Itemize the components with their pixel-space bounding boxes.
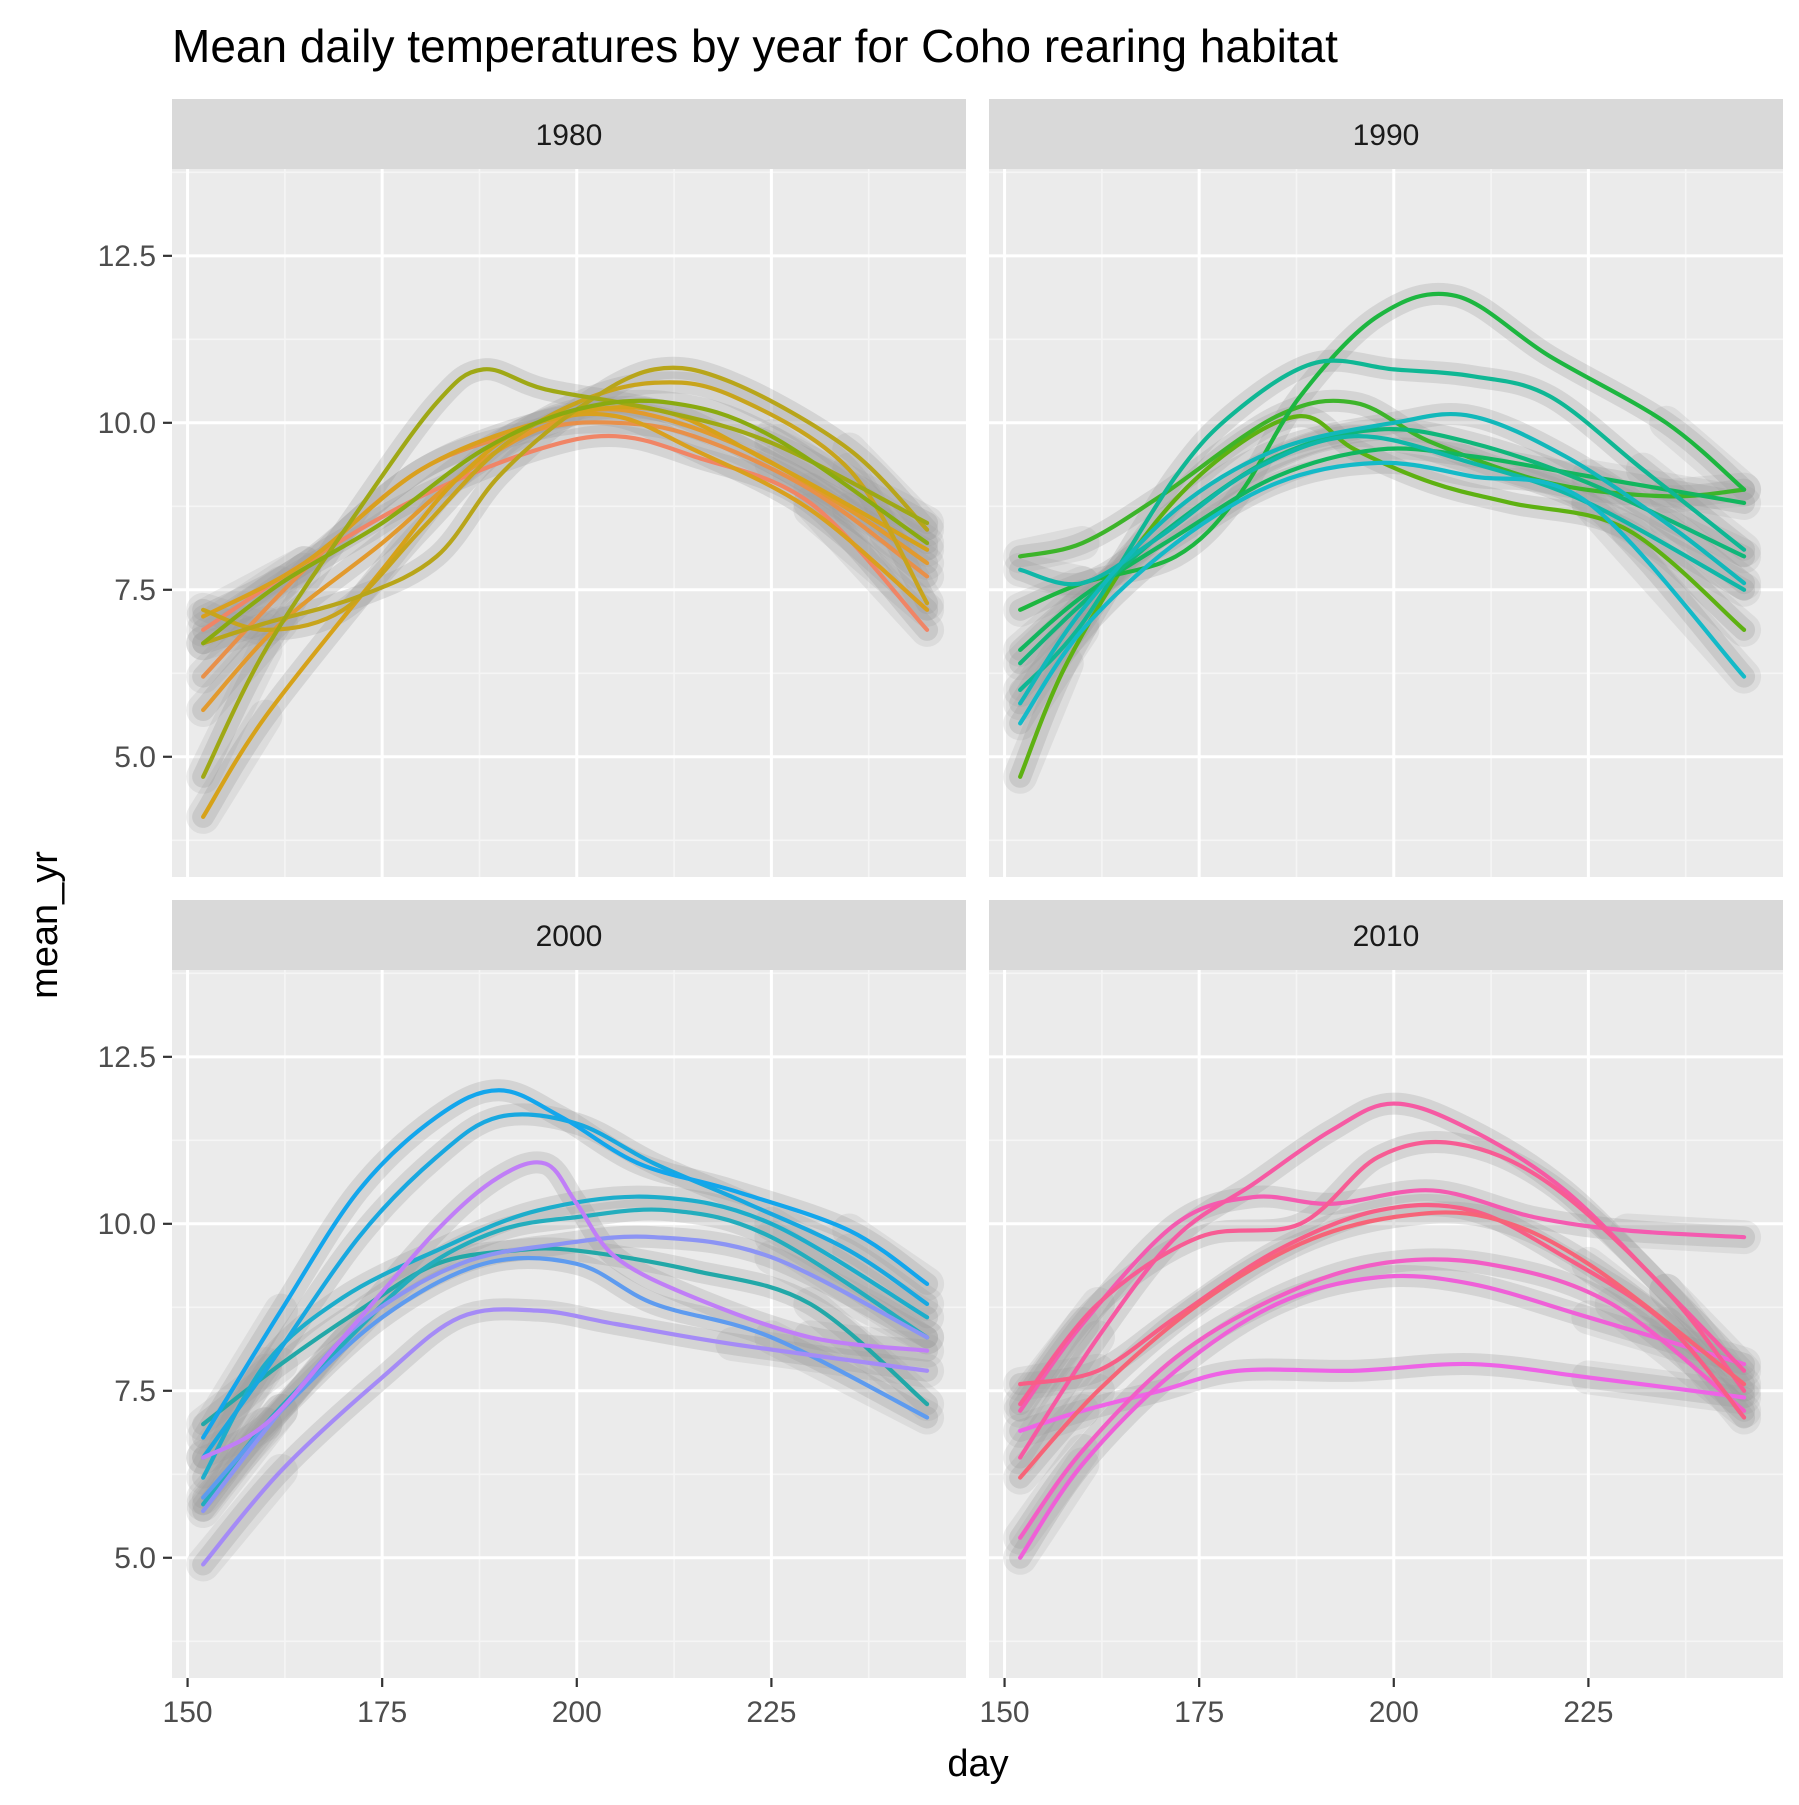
series-line-2010-2 (1018, 1273, 1747, 1560)
y-tick-label: 5.0 (114, 741, 156, 774)
facet-strip-label: 1990 (1353, 119, 1420, 152)
series-line-2010-6 (1018, 1139, 1747, 1407)
plot-area (1003, 282, 1762, 794)
series-line-2010-1 (1018, 1361, 1747, 1433)
facet-strip-label: 2010 (1353, 920, 1420, 953)
x-tick-label: 225 (1563, 1696, 1613, 1729)
y-tick-label: 7.5 (114, 574, 156, 607)
facet-panel-2010: 2010 150 175 200 225 (980, 900, 1783, 1729)
x-tick-label: 175 (357, 1696, 407, 1729)
series-line-2000-9 (201, 1160, 930, 1460)
facet-strip (989, 99, 1783, 169)
y-tick-label: 12.5 (98, 1041, 156, 1074)
series-line-2000-5 (201, 1088, 930, 1440)
x-tick-label: 175 (1174, 1696, 1224, 1729)
series-line-2010-3 (1018, 1257, 1747, 1540)
x-tick-label: 225 (746, 1696, 796, 1729)
facet-panel-1990: 1990 (989, 99, 1783, 877)
facet-strip-label: 1980 (536, 119, 603, 152)
x-axis-title: day (947, 1743, 1008, 1785)
y-tick-label: 10.0 (98, 1208, 156, 1241)
y-axis-title: mean_yr (24, 851, 66, 999)
x-tick-label: 200 (552, 1696, 602, 1729)
plot-area (186, 1079, 945, 1582)
series-line-1990-8 (1018, 411, 1747, 706)
facet-panel-2000: 2000 5.0 7.5 10.0 12.5 150 175 200 225 (98, 900, 966, 1729)
series-line-1980-5 (201, 405, 930, 819)
facet-strip-label: 2000 (536, 920, 603, 953)
x-tick-label: 150 (163, 1696, 213, 1729)
panel-background (989, 970, 1783, 1678)
series-line-1980-7 (201, 365, 930, 646)
series-line-2000-3 (201, 1194, 930, 1480)
facet-strip (172, 99, 966, 169)
series-line-1990-4 (1018, 446, 1747, 653)
y-tick-label: 10.0 (98, 407, 156, 440)
facet-panel-1980: 1980 5.0 7.5 10.0 12.5 (98, 99, 966, 877)
chart-title: Mean daily temperatures by year for Coho… (172, 20, 1338, 72)
y-tick-label: 12.5 (98, 240, 156, 273)
plot-area (1003, 1092, 1762, 1575)
facet-strip (172, 900, 966, 970)
y-tick-label: 5.0 (114, 1542, 156, 1575)
series-line-1980-4 (201, 411, 930, 619)
facet-strip (989, 900, 1783, 970)
y-tick-label: 7.5 (114, 1375, 156, 1408)
x-tick-label: 200 (1369, 1696, 1419, 1729)
x-tick-label: 150 (980, 1696, 1030, 1729)
series-line-1980-8 (201, 367, 930, 779)
series-line-1980-9 (201, 398, 930, 646)
series-line-2010-8 (1018, 1210, 1747, 1480)
series-line-1990-9 (1018, 460, 1747, 726)
series-line-2000-4 (201, 1112, 930, 1460)
plot-area (186, 356, 945, 834)
series-line-2000-8 (201, 1307, 930, 1567)
facet-grid: 1980 5.0 7.5 10.0 12.5 1990 2000 5.0 7.5 10.0 12.5… (98, 99, 1783, 1729)
